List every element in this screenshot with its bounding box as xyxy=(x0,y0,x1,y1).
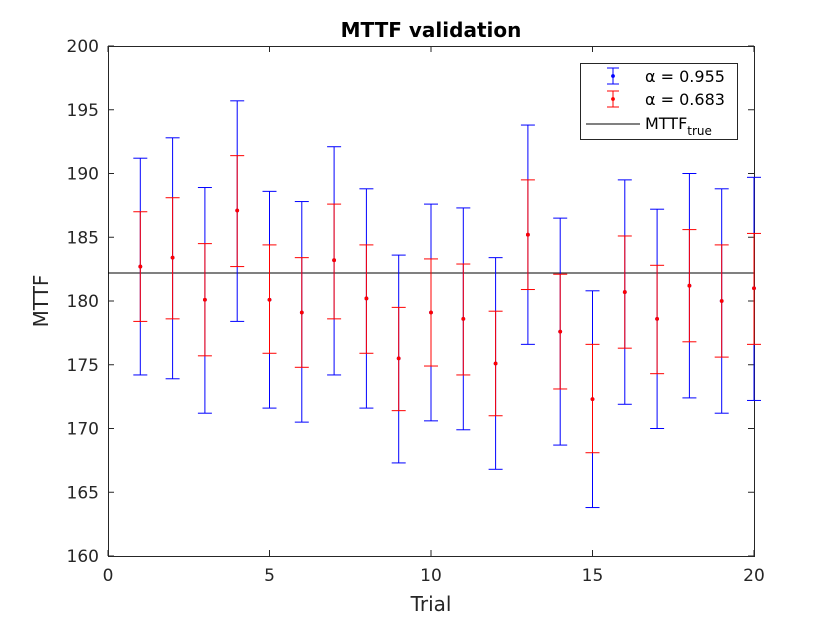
legend-marker-point xyxy=(611,97,615,101)
data-point xyxy=(719,299,724,303)
data-point xyxy=(267,297,272,302)
legend-reference-label: MTTFtrue xyxy=(645,114,712,138)
data-point xyxy=(655,316,659,321)
data-point xyxy=(461,316,466,321)
data-point xyxy=(526,232,530,237)
data-point xyxy=(170,255,175,260)
x-axis-ticks: 0 5 10 15 20 xyxy=(103,46,765,586)
x-tick-label: 5 xyxy=(264,566,275,586)
y-tick-label: 160 xyxy=(67,547,99,567)
legend-reference-subscript: true xyxy=(687,124,712,138)
y-tick-label: 185 xyxy=(67,228,99,248)
data-point xyxy=(364,296,369,301)
legend-series-label: α = 0.955 xyxy=(645,67,725,86)
data-point xyxy=(138,264,143,269)
y-axis-ticks: 160 165 170 175 180 185 190 195 200 xyxy=(67,37,754,567)
series-2 xyxy=(133,155,761,454)
data-point xyxy=(752,286,756,291)
x-axis-label: Trial xyxy=(410,592,452,616)
data-point xyxy=(590,397,595,402)
data-point xyxy=(203,297,207,302)
data-point xyxy=(332,258,336,263)
legend: α = 0.955 α = 0.683 MTTFtrue xyxy=(580,63,738,140)
chart-title: MTTF validation xyxy=(341,18,522,42)
y-tick-label: 175 xyxy=(67,356,99,376)
x-tick-label: 0 xyxy=(103,566,114,586)
data-point xyxy=(235,208,240,213)
data-point xyxy=(396,356,401,361)
legend-entries: α = 0.955 α = 0.683 xyxy=(607,67,725,109)
y-tick-label: 195 xyxy=(67,101,99,121)
x-tick-label: 10 xyxy=(420,566,442,586)
data-point xyxy=(622,290,627,294)
legend-marker-point xyxy=(611,74,615,78)
y-tick-label: 170 xyxy=(67,420,99,440)
data-point xyxy=(299,310,304,315)
data-point xyxy=(429,310,433,315)
series-layer xyxy=(133,100,761,509)
legend-box xyxy=(580,63,738,140)
x-tick-label: 15 xyxy=(582,566,604,586)
x-tick-label: 20 xyxy=(743,566,765,586)
data-point xyxy=(493,361,498,366)
legend-series-label: α = 0.683 xyxy=(645,90,725,109)
y-axis-label: MTTF xyxy=(29,275,53,328)
y-tick-label: 180 xyxy=(67,292,99,312)
y-tick-label: 200 xyxy=(67,37,99,57)
legend-reference-name: MTTF xyxy=(645,114,687,133)
data-point xyxy=(687,283,692,288)
data-point xyxy=(558,329,563,334)
y-tick-label: 190 xyxy=(67,165,99,185)
y-tick-label: 165 xyxy=(67,483,99,503)
